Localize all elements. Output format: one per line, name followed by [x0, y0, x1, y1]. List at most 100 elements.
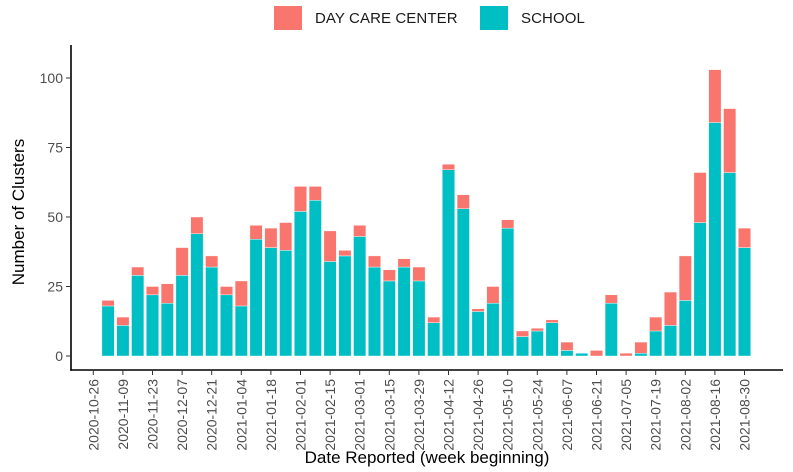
bar-school-2021-01-04 [234, 305, 248, 357]
bar-group-2020-11-02 [101, 300, 115, 357]
x-tick-label: 2021-08-30 [737, 379, 753, 451]
legend: DAY CARE CENTER SCHOOL [0, 5, 793, 31]
bar-school-2021-08-30 [738, 247, 751, 357]
bar-group-2020-12-07 [175, 247, 189, 357]
bar-school-2020-12-14 [190, 233, 204, 357]
bar-group-2021-02-01 [294, 186, 307, 357]
bar-day-care-center-2021-07-26 [664, 291, 677, 326]
bar-day-care-center-2020-11-09 [116, 316, 130, 326]
bar-group-2020-12-14 [190, 216, 204, 357]
x-axis-title: Date Reported (week beginning) [305, 448, 550, 467]
bar-day-care-center-2021-05-24 [530, 328, 544, 332]
bar-day-care-center-2021-08-30 [738, 227, 751, 248]
bar-group-2021-08-23 [723, 108, 737, 357]
bar-group-2021-08-30 [738, 227, 751, 357]
bar-group-2021-06-07 [560, 341, 574, 357]
bar-day-care-center-2020-12-21 [205, 255, 219, 268]
bar-group-2021-07-26 [664, 291, 677, 357]
bar-school-2021-05-31 [545, 322, 559, 357]
x-tick-label: 2021-08-02 [677, 379, 693, 451]
bar-school-2021-03-15 [382, 280, 396, 357]
bar-group-2020-11-09 [116, 316, 130, 357]
bar-day-care-center-2021-03-01 [353, 225, 367, 237]
bar-school-2021-07-26 [664, 325, 677, 357]
bar-school-2021-03-01 [353, 236, 367, 357]
bar-group-2021-03-01 [353, 225, 367, 357]
bar-group-2020-11-23 [146, 286, 159, 357]
x-tick-label: 2021-01-18 [263, 379, 279, 451]
bar-group-2021-07-19 [649, 316, 663, 357]
bar-group-2021-04-26 [471, 308, 485, 357]
bar-school-2021-04-26 [471, 311, 485, 357]
bar-day-care-center-2021-06-07 [560, 341, 574, 351]
bar-group-2020-12-21 [205, 255, 219, 357]
x-tick-label: 2021-04-26 [470, 379, 486, 451]
bar-group-2020-11-16 [131, 266, 145, 357]
bar-school-2021-03-08 [368, 266, 381, 357]
y-axis-ticks: 0 25 50 75 100 [40, 70, 71, 364]
bar-day-care-center-2020-12-14 [190, 216, 204, 234]
x-tick-label: 2021-07-05 [618, 379, 634, 451]
bar-school-2021-03-22 [397, 266, 411, 357]
bar-day-care-center-2020-11-02 [101, 300, 115, 307]
bar-day-care-center-2021-03-15 [382, 269, 396, 282]
bar-group-2021-04-05 [427, 316, 441, 357]
bar-day-care-center-2021-02-15 [323, 230, 337, 262]
bar-group-2021-08-02 [678, 255, 692, 357]
bar-school-2021-06-07 [560, 350, 574, 357]
x-axis-ticks: 2020-10-26 2020-11-09 2020-11-23 2020-12-07… [85, 370, 753, 451]
x-tick-label: 2021-01-04 [233, 379, 249, 451]
x-tick-label: 2021-06-07 [559, 379, 575, 451]
legend-label-day-care-center: DAY CARE CENTER [315, 9, 458, 27]
bar-group-2021-03-15 [382, 269, 396, 357]
bar-day-care-center-2021-01-04 [234, 280, 248, 307]
bar-school-2020-12-28 [220, 294, 233, 357]
bar-group-2021-05-03 [486, 286, 500, 357]
bar-school-2021-01-18 [264, 247, 278, 357]
bar-school-2021-06-28 [604, 302, 618, 357]
bar-school-2020-12-21 [205, 266, 219, 357]
bar-school-2021-08-02 [678, 300, 692, 357]
bar-day-care-center-2021-05-17 [516, 330, 529, 337]
x-tick-label: 2020-12-07 [174, 379, 190, 451]
bar-group-2021-03-22 [397, 258, 411, 357]
bar-school-2021-08-16 [708, 122, 722, 357]
bar-day-care-center-2021-06-21 [590, 350, 603, 357]
x-tick-label: 2021-08-16 [707, 379, 723, 451]
bar-school-2020-12-07 [175, 275, 189, 357]
bar-day-care-center-2021-02-22 [338, 250, 352, 257]
bar-group-2021-01-18 [264, 227, 278, 357]
bar-group-2021-04-12 [442, 163, 455, 357]
bar-day-care-center-2021-03-22 [397, 258, 411, 268]
bar-school-2021-01-11 [249, 239, 263, 357]
bar-school-2021-02-15 [323, 261, 337, 357]
bar-school-2020-11-23 [146, 294, 159, 357]
bar-day-care-center-2021-08-23 [723, 108, 737, 173]
bar-school-2021-05-17 [516, 336, 529, 357]
legend-item-school: SCHOOL [480, 5, 585, 31]
bar-school-2021-02-01 [294, 211, 307, 357]
bar-group-2021-03-08 [368, 255, 381, 357]
bar-group-2021-05-10 [501, 219, 515, 357]
bar-school-2021-04-05 [427, 322, 441, 357]
x-tick-label: 2021-03-29 [411, 379, 427, 451]
bar-school-2020-11-30 [160, 302, 174, 357]
bar-day-care-center-2021-01-18 [264, 227, 278, 248]
legend-label-school: SCHOOL [521, 9, 585, 27]
bar-school-2021-03-29 [412, 280, 426, 357]
bar-group-2021-07-05 [619, 353, 633, 357]
y-tick-label: 0 [55, 348, 63, 364]
bar-group-2021-02-15 [323, 230, 337, 357]
bar-day-care-center-2021-04-12 [442, 163, 455, 170]
bar-day-care-center-2021-04-05 [427, 316, 441, 323]
bar-group-2021-04-19 [456, 194, 470, 357]
x-tick-label: 2020-12-21 [204, 379, 220, 451]
x-tick-label: 2021-05-10 [500, 379, 516, 451]
y-tick-label: 100 [40, 70, 64, 86]
bar-day-care-center-2021-08-16 [708, 69, 722, 123]
bar-school-2021-01-25 [279, 250, 293, 357]
bar-school-2020-11-02 [101, 305, 115, 357]
bar-day-care-center-2021-05-31 [545, 319, 559, 323]
bar-group-2021-08-16 [708, 69, 722, 357]
